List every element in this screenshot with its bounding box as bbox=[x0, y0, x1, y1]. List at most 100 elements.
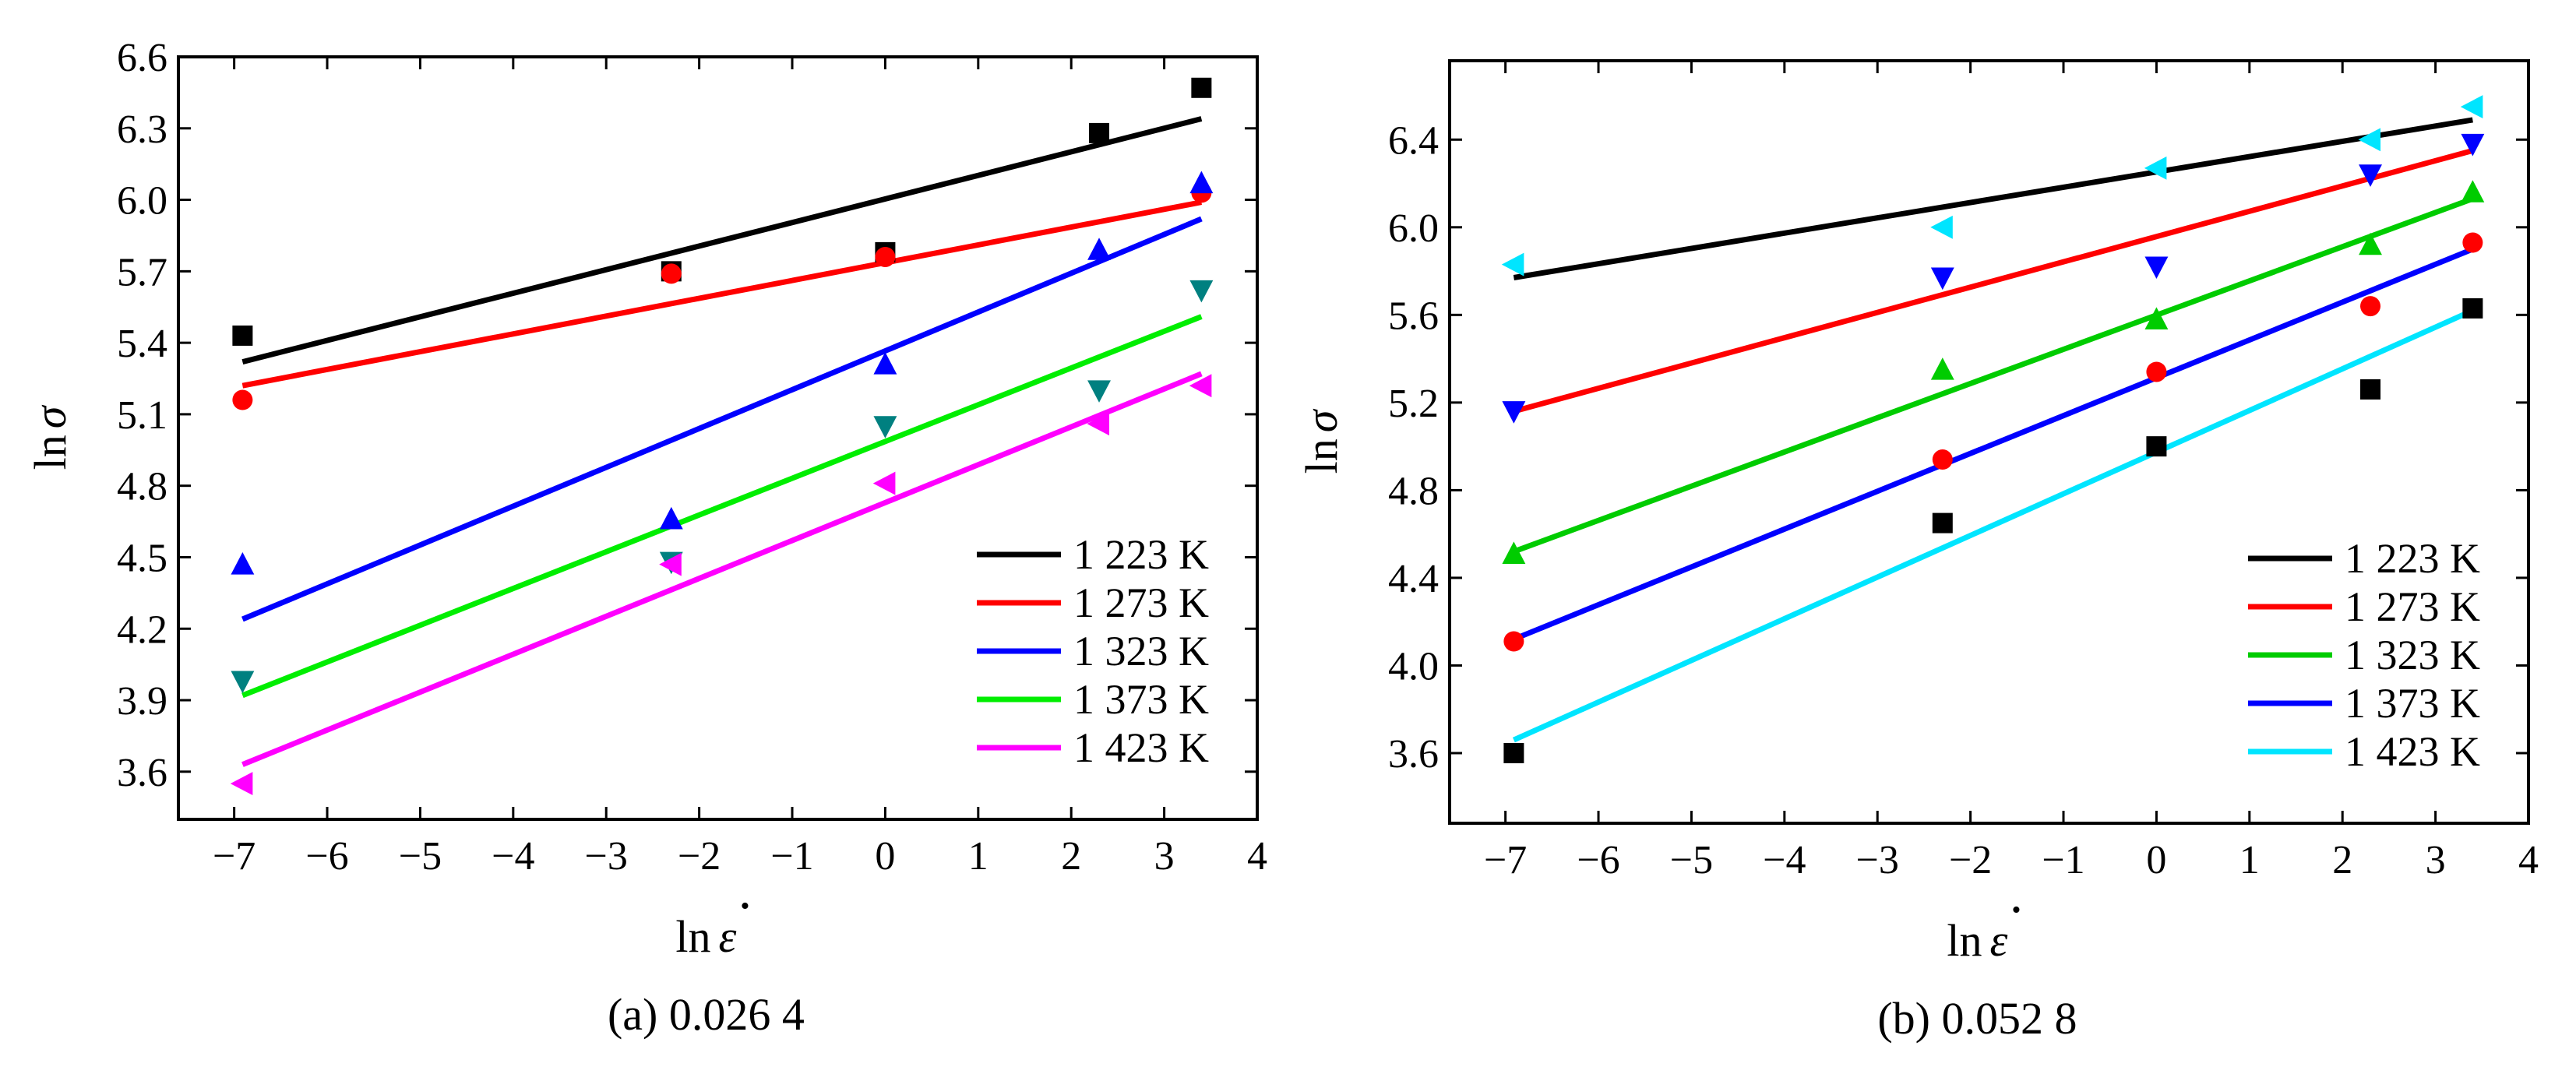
y-tick-label: 4.8 bbox=[117, 465, 167, 509]
y-tick-label: 4.8 bbox=[1388, 469, 1439, 513]
x-tick-label: 0 bbox=[2146, 838, 2166, 882]
data-point-s5 bbox=[2144, 156, 2167, 180]
fit-line-2 bbox=[241, 199, 1203, 389]
x-tick-label: −4 bbox=[1763, 838, 1806, 882]
y-axis-label-symbol: σ bbox=[1296, 408, 1347, 432]
x-tick-label: −1 bbox=[770, 834, 813, 879]
x-tick-label: −1 bbox=[2042, 838, 2084, 882]
y-tick-label: 4.0 bbox=[1388, 644, 1439, 688]
x-tick-label: −2 bbox=[1949, 838, 1992, 882]
data-point-s5 bbox=[2460, 95, 2483, 119]
x-tick-label: 1 bbox=[968, 834, 988, 879]
plot-frame bbox=[177, 55, 1259, 821]
data-point-s1 bbox=[2360, 379, 2381, 400]
plot-frame bbox=[1448, 59, 2530, 825]
x-tick-label: −3 bbox=[1856, 838, 1899, 882]
x-tick-label: −2 bbox=[678, 834, 721, 879]
y-tick-label: 3.6 bbox=[1388, 732, 1439, 776]
legend-label: 1 323 K bbox=[2345, 632, 2480, 678]
data-point-s1 bbox=[1932, 512, 1953, 534]
data-point-s1 bbox=[232, 325, 253, 346]
y-tick-label: 4.5 bbox=[117, 536, 167, 580]
y-tick-label: 6.0 bbox=[1388, 206, 1439, 251]
x-axis-label: ln ε bbox=[675, 911, 736, 962]
fit-line-3 bbox=[241, 216, 1203, 622]
data-point-s3 bbox=[1087, 238, 1111, 260]
data-point-s4 bbox=[1087, 380, 1111, 403]
data-point-s5 bbox=[659, 552, 682, 576]
data-point-s3 bbox=[659, 506, 683, 530]
y-tick-label: 3.9 bbox=[117, 679, 167, 724]
data-point-s1 bbox=[2462, 298, 2483, 319]
x-tick-label: −6 bbox=[1577, 838, 1619, 882]
x-axis-label: ln ε bbox=[1947, 915, 2007, 966]
x-axis-label-main: ln bbox=[675, 911, 710, 962]
y-tick-label: 3.6 bbox=[117, 751, 167, 795]
x-tick-label: 4 bbox=[2518, 838, 2539, 882]
fit-line-5 bbox=[241, 371, 1203, 767]
chart-a: −7 −6 −5 −4 −3 −2 −1 0 1 2 3 4 3.6 3.9 4.2 4.5 4.8 5.1 5.4… bbox=[25, 36, 1267, 1040]
data-point-s2 bbox=[661, 263, 682, 284]
x-tick-label: −7 bbox=[1484, 838, 1527, 882]
x-tick-label: 1 bbox=[2239, 838, 2260, 882]
data-point-s2 bbox=[2146, 361, 2167, 382]
data-point-s2 bbox=[1932, 449, 1953, 470]
data-point-s4 bbox=[2144, 256, 2169, 280]
fit-line-3 bbox=[1513, 195, 2474, 555]
y-tick-label: 5.4 bbox=[117, 322, 167, 366]
x-tick-label: 2 bbox=[2332, 838, 2352, 882]
legend-label: 1 323 K bbox=[1073, 628, 1209, 674]
data-point-s4 bbox=[1502, 401, 1526, 424]
data-point-s3 bbox=[1189, 171, 1214, 194]
x-axis-label-main: ln bbox=[1947, 915, 1982, 966]
fit-line-1 bbox=[1513, 117, 2473, 280]
data-point-s5 bbox=[872, 471, 896, 495]
y-tick-label: 5.1 bbox=[117, 393, 167, 438]
data-point-s4 bbox=[1189, 280, 1214, 303]
x-tick-label: 3 bbox=[1154, 834, 1175, 879]
chart-b: −7 −6 −5 −4 −3 −2 −1 0 1 2 3 4 3.6 4.0 4.4 4.8 5.2 5.6 6.0… bbox=[1296, 59, 2539, 1044]
data-point-s5 bbox=[1501, 252, 1524, 276]
fit-line-5 bbox=[1512, 308, 2474, 743]
x-tick-label: 4 bbox=[1247, 834, 1267, 879]
legend-label: 1 223 K bbox=[2345, 535, 2480, 582]
x-tick-label: 3 bbox=[2426, 838, 2446, 882]
data-point-s4 bbox=[2461, 133, 2485, 157]
data-point-s2 bbox=[1503, 631, 1524, 652]
y-tick-label: 5.6 bbox=[1388, 294, 1439, 338]
x-tick-label: −4 bbox=[492, 834, 534, 879]
legend-label: 1 273 K bbox=[1073, 579, 1209, 626]
x-tick-label: 2 bbox=[1061, 834, 1081, 879]
data-point-s1 bbox=[2146, 436, 2167, 457]
data-point-s5 bbox=[1087, 412, 1110, 436]
data-point-s3 bbox=[231, 552, 255, 575]
x-tick-label: −5 bbox=[1670, 838, 1713, 882]
y-tick-label: 6.0 bbox=[117, 179, 167, 224]
x-axis-label-symbol: ε bbox=[1990, 915, 2008, 966]
y-axis-label-main: ln bbox=[25, 435, 76, 470]
x-tick-label: −7 bbox=[213, 834, 255, 879]
data-point-s2 bbox=[2462, 232, 2483, 253]
x-tick-label: −3 bbox=[585, 834, 628, 879]
legend-label: 1 223 K bbox=[1073, 531, 1209, 578]
x-axis-label-dot: • bbox=[2011, 896, 2021, 924]
data-point-s1 bbox=[1089, 122, 1110, 143]
data-point-s5 bbox=[1189, 374, 1212, 398]
y-tick-label: 6.6 bbox=[117, 36, 167, 80]
x-tick-label: 0 bbox=[875, 834, 895, 879]
y-axis-label-symbol: σ bbox=[25, 404, 76, 428]
data-point-s3 bbox=[873, 352, 897, 375]
x-axis-label-dot: • bbox=[740, 892, 749, 921]
y-tick-label: 6.4 bbox=[1388, 118, 1439, 163]
y-tick-label: 5.2 bbox=[1388, 382, 1439, 426]
data-point-s5 bbox=[1930, 215, 1953, 239]
data-point-s4 bbox=[231, 671, 255, 694]
data-point-s1 bbox=[1191, 77, 1212, 98]
data-point-s2 bbox=[2360, 296, 2381, 317]
data-point-s4 bbox=[1930, 267, 1954, 291]
x-axis-label-symbol: ε bbox=[719, 911, 737, 962]
data-point-s2 bbox=[875, 246, 896, 267]
y-tick-label: 4.2 bbox=[117, 607, 167, 652]
x-tick-label: −5 bbox=[399, 834, 442, 879]
data-point-s3 bbox=[2144, 307, 2169, 329]
